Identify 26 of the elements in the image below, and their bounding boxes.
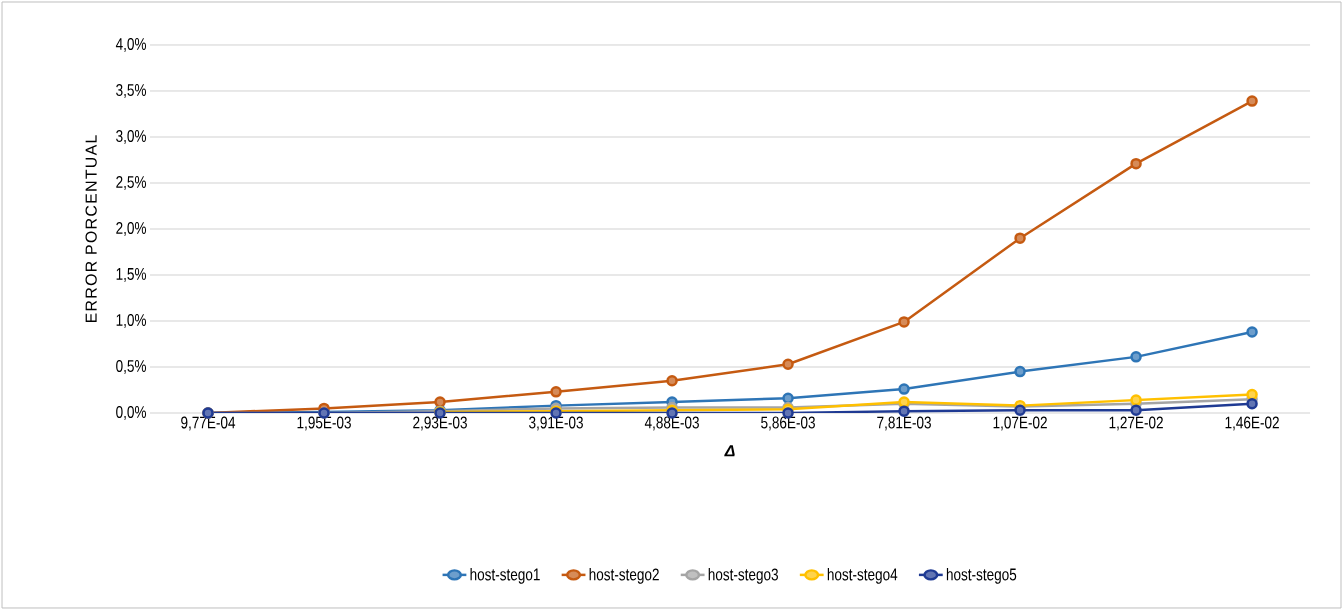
- y-tick-label: 4,0%: [115, 37, 147, 52]
- legend-label: host-stego2: [589, 568, 659, 584]
- y-tick-label: 3,0%: [116, 129, 147, 144]
- y-axis-title: ERROR PORCENTUAL: [85, 135, 97, 323]
- x-tick-label: 1,95E-03: [297, 416, 351, 431]
- y-tick-label: 3,5%: [116, 83, 147, 98]
- y-tick-label: 1,5%: [116, 268, 147, 282]
- y-tick-label: 0,5%: [116, 359, 147, 374]
- x-tick-label: 1,07E-02: [993, 416, 1047, 431]
- legend-label: host-stego5: [946, 568, 1017, 584]
- x-tick-label: 9,77E-04: [181, 416, 236, 431]
- x-tick-label: 1,46E-02: [1225, 416, 1279, 431]
- legend-label: host-stego1: [470, 568, 540, 584]
- x-tick-label: 4,88E-03: [644, 416, 699, 431]
- y-tick-label: 2,5%: [116, 175, 147, 190]
- x-tick-label: 5,86E-03: [761, 416, 815, 431]
- legend-label: host-stego4: [827, 568, 898, 584]
- legend-label: host-stego3: [708, 568, 778, 584]
- x-tick-label: 1,27E-02: [1109, 416, 1163, 431]
- y-tick-label: 1,0%: [116, 313, 147, 328]
- y-tick-label: 2,0%: [116, 221, 147, 236]
- x-axis-title: Δ: [724, 445, 735, 457]
- y-tick-label: 0,0%: [116, 405, 147, 420]
- x-tick-label: 2,93E-03: [413, 416, 467, 431]
- x-tick-label: 3,91E-03: [529, 416, 583, 431]
- x-tick-label: 7,81E-03: [877, 416, 931, 431]
